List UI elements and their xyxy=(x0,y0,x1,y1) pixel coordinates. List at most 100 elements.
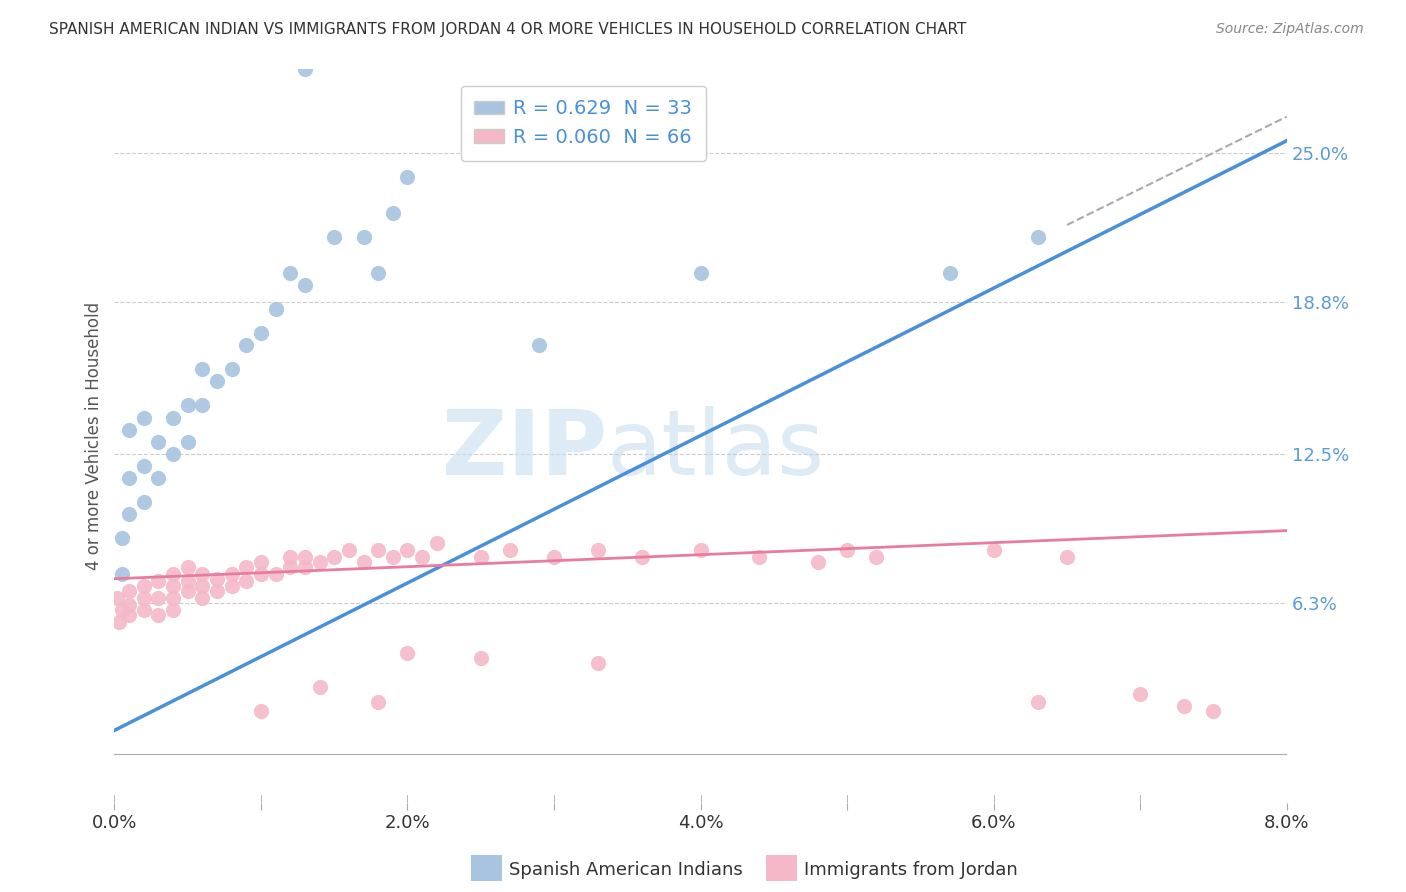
Point xyxy=(162,603,184,617)
Point xyxy=(470,550,492,565)
Point xyxy=(865,550,887,565)
Point xyxy=(118,471,141,485)
Point xyxy=(381,550,404,565)
Point xyxy=(367,266,389,280)
Point xyxy=(294,278,316,293)
Point xyxy=(132,494,155,508)
Point xyxy=(529,338,551,352)
Point xyxy=(835,542,858,557)
Point xyxy=(162,591,184,605)
Point xyxy=(586,542,609,557)
Text: Immigrants from Jordan: Immigrants from Jordan xyxy=(804,861,1018,879)
Point xyxy=(221,362,243,376)
Point xyxy=(396,542,419,557)
Point xyxy=(294,559,316,574)
Point xyxy=(148,607,170,622)
Point xyxy=(176,559,198,574)
Point xyxy=(132,458,155,473)
Point xyxy=(499,542,522,557)
Point xyxy=(118,423,141,437)
Point xyxy=(1026,230,1049,244)
Point xyxy=(118,607,141,622)
Point xyxy=(264,302,287,317)
Point xyxy=(148,591,170,605)
Point xyxy=(983,542,1005,557)
Point xyxy=(162,447,184,461)
Point xyxy=(367,542,389,557)
Point xyxy=(105,591,128,605)
Point xyxy=(396,646,419,660)
Point xyxy=(205,583,228,598)
Point xyxy=(132,603,155,617)
Point xyxy=(191,399,214,413)
Point xyxy=(308,555,330,569)
Point xyxy=(221,579,243,593)
Point xyxy=(337,542,360,557)
Point xyxy=(1173,699,1195,714)
Point xyxy=(689,266,711,280)
Point xyxy=(250,326,273,341)
Point xyxy=(807,555,830,569)
Point xyxy=(235,559,257,574)
Point xyxy=(938,266,960,280)
Point xyxy=(367,694,389,708)
Point xyxy=(748,550,770,565)
Text: Spanish American Indians: Spanish American Indians xyxy=(509,861,742,879)
Point xyxy=(118,583,141,598)
Point xyxy=(1026,694,1049,708)
Point xyxy=(111,531,134,545)
Point xyxy=(132,579,155,593)
Text: ZIP: ZIP xyxy=(441,406,607,494)
Point xyxy=(689,542,711,557)
Point xyxy=(176,574,198,589)
Point xyxy=(221,566,243,581)
Point xyxy=(111,566,134,581)
Point xyxy=(631,550,654,565)
Point xyxy=(108,615,131,629)
Point xyxy=(323,230,346,244)
Point xyxy=(470,651,492,665)
Point xyxy=(191,362,214,376)
Point xyxy=(111,603,134,617)
Point xyxy=(250,566,273,581)
Point xyxy=(264,566,287,581)
Point xyxy=(148,471,170,485)
Point xyxy=(162,410,184,425)
Point xyxy=(1056,550,1078,565)
Point xyxy=(205,572,228,586)
Point xyxy=(205,375,228,389)
Point xyxy=(294,62,316,76)
Point xyxy=(308,680,330,694)
Point xyxy=(1129,687,1152,701)
Point xyxy=(191,566,214,581)
Point xyxy=(191,579,214,593)
Point xyxy=(278,550,301,565)
Point xyxy=(353,230,375,244)
Point xyxy=(323,550,346,565)
Point xyxy=(235,574,257,589)
Point xyxy=(250,555,273,569)
Point xyxy=(235,338,257,352)
Text: atlas: atlas xyxy=(607,406,825,494)
Point xyxy=(543,550,565,565)
Point xyxy=(162,579,184,593)
Point xyxy=(118,599,141,613)
Point xyxy=(1202,704,1225,718)
Y-axis label: 4 or more Vehicles in Household: 4 or more Vehicles in Household xyxy=(86,301,103,570)
Legend: R = 0.629  N = 33, R = 0.060  N = 66: R = 0.629 N = 33, R = 0.060 N = 66 xyxy=(461,86,706,161)
Point xyxy=(148,574,170,589)
Point xyxy=(381,206,404,220)
Point xyxy=(278,559,301,574)
Point xyxy=(176,583,198,598)
Point xyxy=(426,535,449,549)
Point xyxy=(148,434,170,449)
Text: SPANISH AMERICAN INDIAN VS IMMIGRANTS FROM JORDAN 4 OR MORE VEHICLES IN HOUSEHOL: SPANISH AMERICAN INDIAN VS IMMIGRANTS FR… xyxy=(49,22,966,37)
Point xyxy=(118,507,141,521)
Point xyxy=(586,656,609,670)
Point xyxy=(176,434,198,449)
Point xyxy=(176,399,198,413)
Point xyxy=(353,555,375,569)
Point xyxy=(132,410,155,425)
Point xyxy=(250,704,273,718)
Point xyxy=(294,550,316,565)
